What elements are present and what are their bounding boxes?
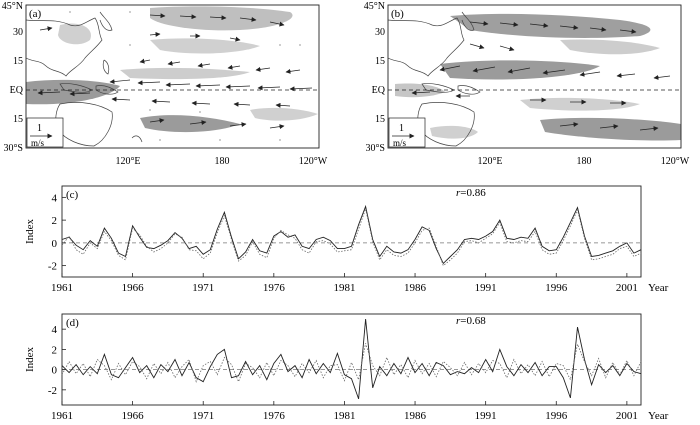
- y-axis-label: Index: [24, 346, 36, 372]
- y-tick-label: -2: [48, 261, 57, 273]
- y-tick-label: 4: [52, 192, 58, 204]
- r-value: =0.86: [460, 187, 486, 199]
- wind-vectors: [411, 21, 671, 131]
- x-tick-label: 1991: [475, 410, 497, 422]
- lon-label: 180: [215, 156, 230, 167]
- lat-label: 30°S: [3, 143, 23, 154]
- lon-label: 120°W: [299, 156, 328, 167]
- x-tick-label: 1961: [51, 282, 73, 294]
- x-tick-label: 2001: [616, 282, 638, 294]
- scale-unit: m/s: [393, 138, 407, 148]
- panel-label-b: (b): [391, 8, 404, 20]
- x-tick-label: 1996: [545, 410, 568, 422]
- r-symbol: r: [456, 315, 461, 327]
- x-tick-label: 1976: [263, 282, 286, 294]
- x-tick-label: 1986: [404, 282, 427, 294]
- y-tick-label: -2: [48, 385, 57, 397]
- x-tick-label: 1966: [122, 410, 145, 422]
- y-tick-label: 2: [52, 344, 58, 356]
- r-symbol: r: [456, 187, 461, 199]
- map-frame: [25, 4, 320, 149]
- y-tick-label: 0: [52, 238, 58, 250]
- x-tick-label: 2001: [616, 410, 638, 422]
- map-panel-a: 1 m/s (a) 45°N 30 15 EQ 15 30°S 120°E 18…: [2, 1, 328, 167]
- x-tick-label: 1991: [475, 282, 497, 294]
- panel-label: (d): [66, 317, 79, 329]
- scale-arrow-legend: 1 m/s: [26, 117, 64, 148]
- scale-unit: m/s: [31, 138, 45, 148]
- lon-label: 120°E: [477, 156, 502, 167]
- series-line-solid: [61, 319, 642, 400]
- lat-label: 45°N: [2, 1, 23, 12]
- lat-label: 15: [375, 114, 385, 125]
- grid-dots: [39, 11, 301, 141]
- lat-label: 15: [13, 114, 23, 125]
- x-tick-label: 1971: [192, 282, 214, 294]
- lat-label: 30: [13, 27, 23, 38]
- y-axis-label: Index: [24, 218, 36, 244]
- lon-labels-b: 120°E 180 120°W: [477, 156, 689, 167]
- series-line-dotted: [61, 342, 642, 383]
- x-tick-label: 1986: [404, 410, 427, 422]
- y-tick-label: 4: [52, 324, 58, 336]
- y-tick-label: 0: [52, 365, 58, 377]
- x-tick-label: 1996: [545, 282, 568, 294]
- map-panel-b: 1 m/s (b) 45°N 30 15 EQ 15 30°S 120°E 18…: [364, 1, 690, 167]
- correlation-annotation: r=0.86: [456, 187, 486, 199]
- lat-label: 30: [375, 27, 385, 38]
- scale-arrow-legend: 1 m/s: [388, 117, 426, 148]
- x-axis-label: Year: [648, 410, 669, 422]
- plot-frame: [61, 313, 642, 406]
- lat-label: 45°N: [364, 1, 385, 12]
- lat-label: EQ: [10, 85, 24, 96]
- lat-label: 15: [13, 56, 23, 67]
- wind-vectors: [37, 13, 313, 130]
- correlation-annotation: r=0.68: [456, 315, 486, 327]
- timeseries-panel-d: 4 2 0 -2 1961 1966 1971 1976 1981 1986 1991 1996 200…: [24, 313, 669, 422]
- series-line-dotted: [61, 207, 642, 267]
- shading-regions: [395, 13, 681, 141]
- lon-labels-a: 120°E 180 120°W: [115, 156, 327, 167]
- panel-label: (c): [66, 189, 79, 201]
- map-frame: [387, 4, 682, 149]
- scale-value: 1: [399, 123, 404, 134]
- lon-label: 180: [577, 156, 592, 167]
- x-tick-label: 1971: [192, 410, 214, 422]
- lat-label: EQ: [372, 85, 386, 96]
- lat-labels-a: 45°N 30 15 EQ 15 30°S: [2, 1, 24, 154]
- x-tick-label: 1966: [122, 282, 145, 294]
- x-axis-label: Year: [648, 282, 669, 294]
- x-tick-label: 1981: [333, 282, 355, 294]
- x-tick-label: 1976: [263, 410, 286, 422]
- y-tick-label: 2: [52, 215, 58, 227]
- lat-label: 30°S: [365, 143, 385, 154]
- r-value: =0.68: [460, 315, 486, 327]
- x-tick-label: 1961: [51, 410, 73, 422]
- lat-label: 15: [375, 56, 385, 67]
- lon-label: 120°E: [115, 156, 140, 167]
- panel-label-a: (a): [29, 8, 42, 20]
- series-line-solid: [61, 204, 642, 265]
- lon-label: 120°W: [661, 156, 690, 167]
- lat-labels-b: 45°N 30 15 EQ 15 30°S: [364, 1, 386, 154]
- x-tick-label: 1981: [333, 410, 355, 422]
- timeseries-panel-c: 4 2 0 -2 1961 1966 1971 1976 1981 1986 1991 1996 200…: [24, 185, 669, 294]
- scale-value: 1: [37, 123, 42, 134]
- plot-frame: [61, 185, 642, 278]
